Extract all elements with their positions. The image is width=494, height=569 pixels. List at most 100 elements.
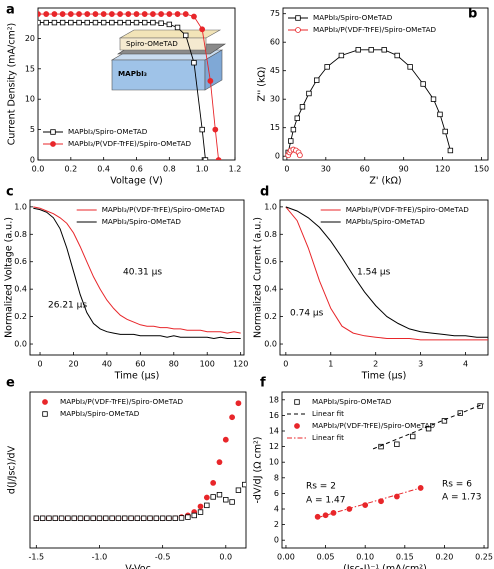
panel: a 0.0 0.2 0.4 0.6 0.8 1.0 1.2 0 5 10 15 20 Voltage (V… — [6, 3, 241, 187]
marker — [92, 19, 99, 26]
marker — [229, 499, 235, 505]
marker — [59, 19, 66, 26]
legend-label: MAPbI₃/Spiro-OMeTAD — [102, 217, 182, 226]
y-tick-label: 60 — [270, 38, 280, 47]
y-tick-label: 0.2 — [264, 312, 277, 321]
marker — [117, 11, 123, 17]
y-axis-label: Current Density (mA/cm²) — [7, 23, 18, 146]
marker — [216, 491, 223, 498]
x-tick-label: -1.5 — [29, 553, 45, 562]
marker — [76, 11, 82, 17]
x-tick-label: 0.0 — [219, 553, 232, 562]
panel: e -1.5 -1.0 -0.5 0.0 V-Voc d(J/Jsc)/dV MAPbI₃/P… — [6, 376, 247, 569]
legend-marker — [42, 399, 48, 405]
x-tick-label: 0.8 — [163, 165, 176, 174]
marker — [355, 47, 361, 53]
marker — [346, 506, 353, 512]
marker — [142, 19, 148, 26]
panel-letter: e — [6, 376, 15, 391]
annotation: 1.54 μs — [357, 268, 391, 278]
y-tick-label: 0.4 — [14, 285, 27, 294]
legend: MAPbI₃/Spiro-OMeTAD MAPbI₃/P(VDF-TrFE)/Sp… — [43, 127, 192, 148]
marker — [441, 418, 448, 424]
annotation: Rs = 2 — [306, 482, 336, 492]
x-tick-label: -0.5 — [155, 553, 171, 562]
plot-frame — [29, 391, 247, 549]
marker — [420, 81, 426, 87]
x-tick-label: 0.15 — [396, 553, 414, 562]
marker — [330, 510, 337, 516]
plot-frame — [29, 199, 245, 356]
marker — [229, 414, 236, 421]
marker — [183, 32, 189, 39]
x-tick-label: 1.2 — [229, 165, 242, 174]
y-tick-label: 10 — [25, 95, 35, 104]
marker — [67, 11, 74, 17]
marker — [204, 502, 210, 509]
y-tick-label: 10 — [269, 458, 279, 467]
marker — [153, 515, 160, 521]
marker — [288, 138, 294, 144]
marker — [51, 19, 58, 26]
marker — [381, 47, 387, 53]
marker — [128, 515, 134, 521]
x-tick-label: 0.00 — [277, 553, 295, 562]
marker — [125, 11, 132, 17]
data-layer — [38, 11, 222, 160]
panel-letter: a — [6, 3, 15, 18]
marker — [368, 47, 374, 53]
marker — [38, 11, 41, 17]
marker — [90, 515, 96, 521]
y-tick-label: 0 — [274, 536, 279, 545]
marker — [166, 21, 173, 28]
inset-top-face — [118, 29, 222, 39]
marker — [134, 515, 141, 521]
panel: c 0 20 40 60 80 100 120 0.0 0.2 0.4 0.6 0.8 1.0 Time (… — [4, 185, 249, 382]
marker — [38, 19, 41, 26]
marker — [52, 515, 58, 521]
marker — [314, 77, 320, 83]
marker — [158, 11, 165, 17]
plot-frame — [279, 199, 489, 356]
marker — [210, 494, 216, 500]
marker — [59, 11, 66, 17]
marker — [77, 515, 84, 521]
y-tick-label: 2 — [274, 520, 279, 529]
marker — [362, 502, 369, 509]
legend-marker — [294, 423, 300, 429]
marker — [394, 441, 400, 447]
y-tick-label: 1.0 — [264, 202, 277, 211]
x-tick-label: 0.10 — [356, 553, 374, 562]
legend-label: Linear fit — [312, 433, 344, 442]
series-line — [38, 22, 206, 160]
series-line — [33, 207, 241, 340]
marker — [203, 494, 210, 501]
marker — [235, 487, 242, 493]
legend-marker — [50, 129, 56, 135]
marker — [166, 515, 172, 521]
marker — [51, 11, 58, 17]
marker — [33, 515, 40, 521]
y-tick-label: 6 — [274, 489, 279, 498]
series-line — [285, 206, 488, 341]
y-tick-label: 0.6 — [14, 257, 27, 266]
x-tick-label: 120 — [435, 165, 450, 174]
marker — [222, 436, 229, 443]
legend-label: Linear fit — [312, 409, 344, 418]
marker — [103, 515, 109, 521]
marker — [197, 503, 204, 510]
x-tick-label: 60 — [360, 165, 370, 174]
y-axis-label: -dV/dJ (Ω cm²) — [253, 437, 264, 504]
marker — [68, 19, 74, 26]
y-tick-label: 18 — [269, 395, 279, 404]
series-line — [372, 403, 485, 450]
y-tick-label: 0.2 — [14, 312, 27, 321]
y-tick-label: 14 — [269, 427, 279, 436]
marker — [46, 515, 52, 521]
marker — [338, 52, 345, 59]
legend-label: MAPbI₃/P(VDF-TrFE)/Spiro-OMeTAD — [102, 205, 226, 214]
marker — [216, 459, 223, 466]
inset-label: MAPbI₃ — [118, 69, 147, 78]
y-tick-label: 0.4 — [264, 285, 277, 294]
